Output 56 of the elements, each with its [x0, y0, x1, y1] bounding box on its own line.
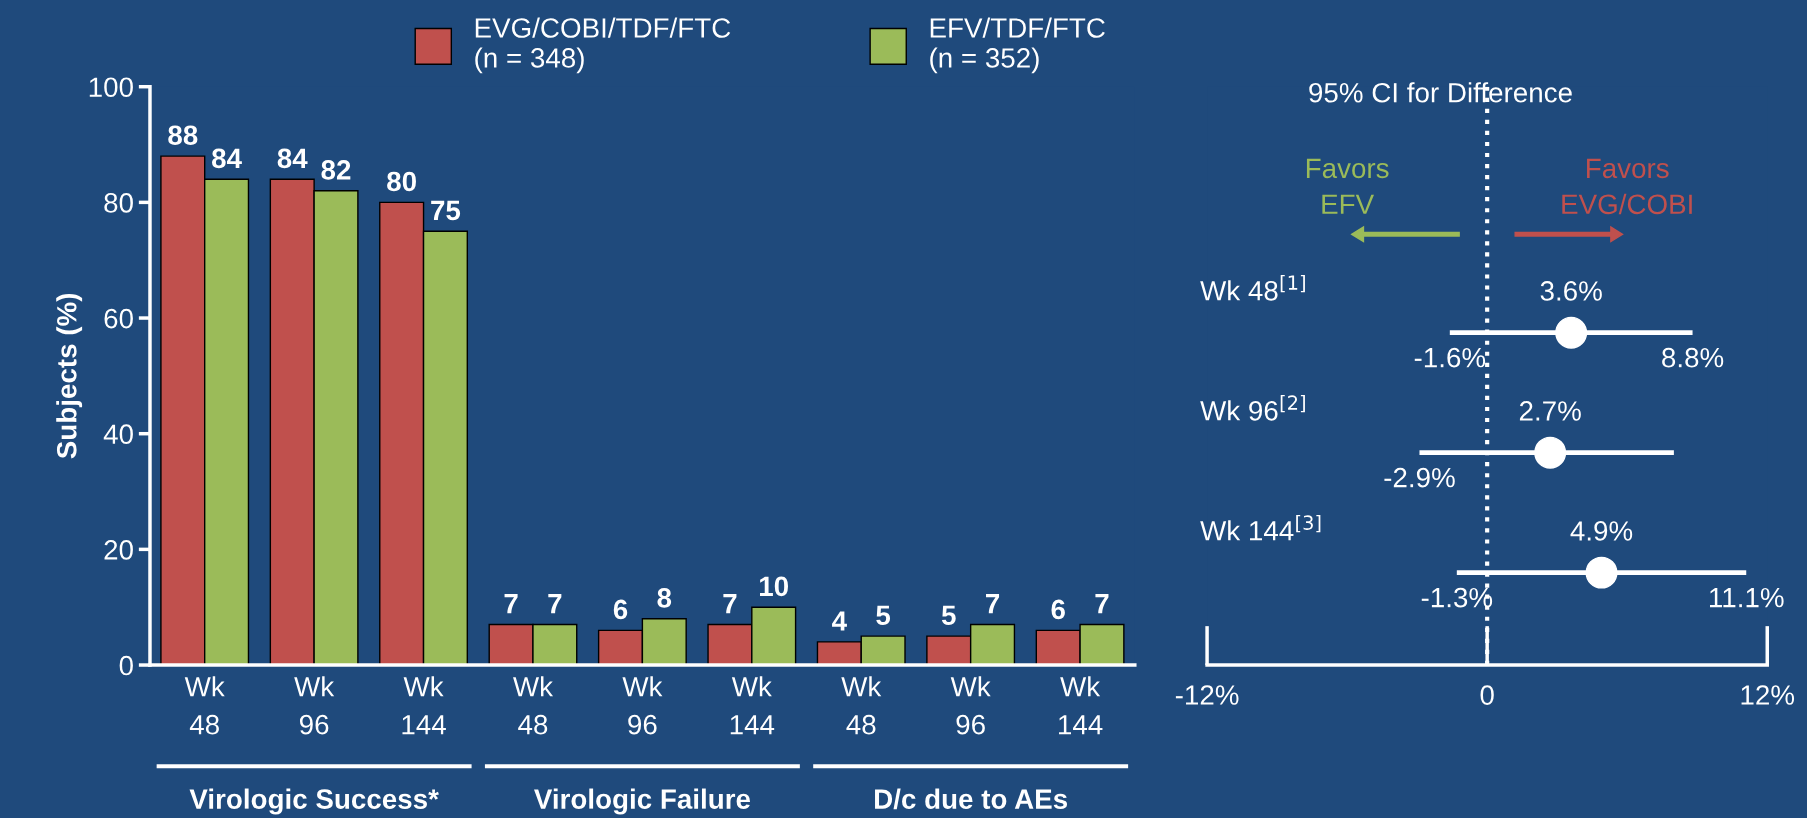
y-axis-title: Subjects (%) [56, 293, 83, 459]
data-label: 7 [723, 594, 737, 614]
text: Favors EFV [1306, 158, 1389, 214]
y-tick-label: 100 [89, 77, 133, 98]
annotation: -1.3% [1421, 587, 1493, 608]
data-label: 4 [832, 611, 847, 631]
y-tick-label: Wk 96$^{[2]}$ [1200, 394, 1305, 421]
x-tick-label: 12% [1741, 685, 1795, 705]
data-label: 82 [321, 160, 351, 180]
data-label: 3.6% [1540, 281, 1602, 301]
data-label: 75 [431, 200, 461, 221]
x-tick-label: Wk 144 [730, 676, 775, 735]
data-label: 7 [1095, 594, 1109, 614]
x-tick-label: Wk 96 [294, 676, 335, 735]
y-tick-label: 0 [119, 655, 133, 676]
data-label: 5 [876, 605, 891, 626]
data-label: 84 [212, 148, 242, 169]
annotation: 8.8% [1662, 347, 1724, 368]
data-label: 84 [277, 148, 308, 169]
x-tick-label: Wk 96 [950, 676, 991, 735]
x-tick-label: Wk 48 [841, 676, 882, 735]
y-tick-label: Wk 48$^{[1]}$ [1200, 274, 1305, 301]
y-tick-label: 80 [104, 193, 133, 213]
x-tick-label: -12% [1175, 685, 1239, 705]
text: Virologic Success* [189, 788, 439, 815]
annotation: -1.6% [1414, 347, 1486, 368]
y-tick-label: 60 [104, 308, 133, 329]
text: Virologic Failure [534, 788, 751, 815]
data-label: 6 [1051, 599, 1065, 620]
y-tick-label: 20 [104, 540, 133, 560]
x-tick-label: 0 [1480, 685, 1494, 705]
data-label: 7 [986, 594, 1000, 614]
annotation: 11.1% [1710, 587, 1784, 608]
x-tick-label: Wk 96 [622, 676, 663, 735]
data-label: 5 [941, 605, 956, 626]
data-label: 88 [168, 125, 198, 146]
data-label: 10 [760, 576, 789, 597]
legend-label: EVG/COBI/TDF/FTC (n = 348) [475, 17, 731, 74]
x-tick-label: Wk 48 [513, 676, 554, 735]
text: D/c due to AEs [875, 788, 1068, 810]
x-tick-label: Wk 48 [184, 676, 225, 735]
data-label: 4.9% [1570, 521, 1633, 541]
y-tick-label: Wk 144$^{[3]}$ [1200, 514, 1321, 541]
data-label: 2.7% [1519, 401, 1581, 421]
x-tick-label: Wk 144 [1059, 676, 1103, 735]
data-label: 7 [548, 594, 562, 614]
text: Favors EVG/COBI [1562, 158, 1692, 215]
y-tick-label: 40 [103, 424, 133, 445]
annotation: -2.9% [1384, 467, 1455, 488]
x-tick-label: Wk 144 [402, 676, 446, 735]
data-label: 8 [657, 588, 672, 608]
legend-label: EFV/TDF/FTC (n = 352) [930, 17, 1105, 74]
data-label: 7 [504, 594, 518, 614]
chart-title: 95% CI for Difference [1309, 82, 1572, 103]
data-label: 80 [387, 171, 416, 192]
data-label: 6 [613, 599, 628, 620]
